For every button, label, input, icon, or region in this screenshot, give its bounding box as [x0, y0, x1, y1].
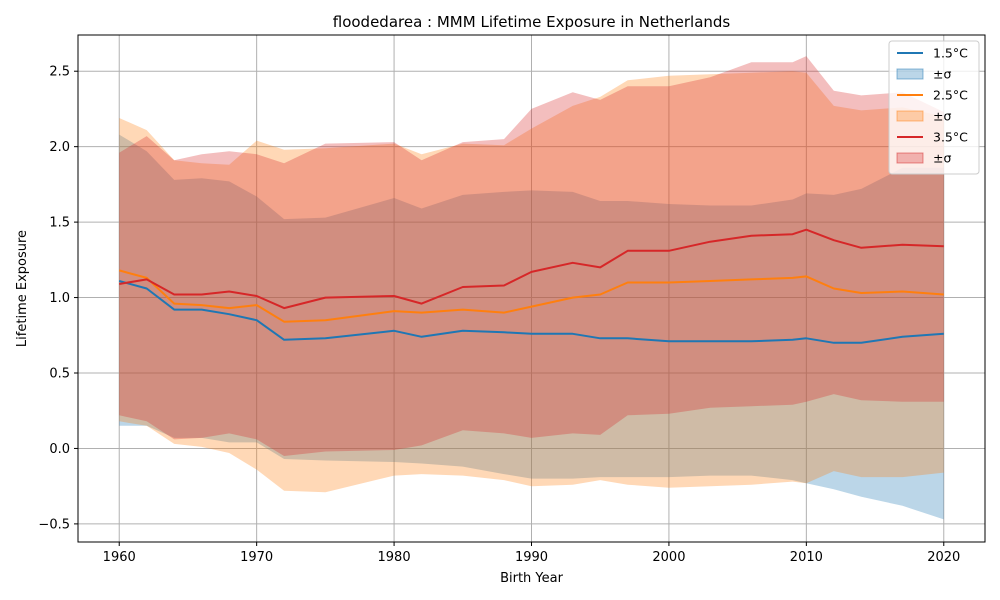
y-tick-label: 1.5 [49, 216, 70, 231]
y-tick-label: 0.0 [49, 442, 70, 457]
axis-ticks: 1960 1970 1980 1990 2000 2010 2020 −0.5 0.0 0.5 1.… [38, 65, 960, 565]
series-line-2 [118, 269, 944, 323]
sigma-band-1 [119, 134, 944, 520]
legend-entry-label: 2.5°C [933, 88, 968, 103]
legend-band-label: ±σ [933, 67, 951, 82]
legend: 1.5°C ±σ 2.5°C ±σ 3.5°C ±σ [888, 40, 980, 175]
x-axis-label: Birth Year [500, 571, 564, 586]
x-tick-label: 2000 [652, 550, 685, 565]
sigma-bands [119, 56, 944, 520]
legend-box [888, 40, 980, 175]
legend-entry-label: 1.5°C [933, 46, 968, 61]
y-axis-label: Lifetime Exposure [15, 230, 30, 347]
series-lines [118, 228, 944, 344]
y-tick-label: 2.0 [49, 140, 70, 155]
legend-band-label: ±σ [933, 151, 951, 166]
y-tick-label: 2.5 [49, 65, 70, 80]
x-tick-label: 1970 [240, 550, 273, 565]
legend-band-swatch [896, 68, 924, 80]
grid-lines [78, 35, 985, 542]
x-tick-label: 1960 [103, 550, 136, 565]
x-tick-label: 2020 [927, 550, 960, 565]
series-line-3 [119, 228, 944, 310]
y-tick-label: 0.5 [49, 367, 70, 382]
x-tick-label: 2010 [790, 550, 823, 565]
legend-band-swatch [896, 152, 924, 164]
legend-band-label: ±σ [933, 109, 951, 124]
series-line-1 [118, 280, 944, 344]
chart-title: floodedarea : MMM Lifetime Exposure in N… [333, 13, 731, 31]
legend-band-swatch [896, 110, 924, 122]
y-tick-label: −0.5 [38, 517, 70, 532]
sigma-band-2 [119, 71, 944, 493]
legend-entry-label: 3.5°C [933, 130, 968, 145]
sigma-band-3 [119, 56, 944, 456]
x-tick-label: 1980 [378, 550, 411, 565]
x-tick-label: 1990 [515, 550, 548, 565]
y-tick-label: 1.0 [49, 291, 70, 306]
